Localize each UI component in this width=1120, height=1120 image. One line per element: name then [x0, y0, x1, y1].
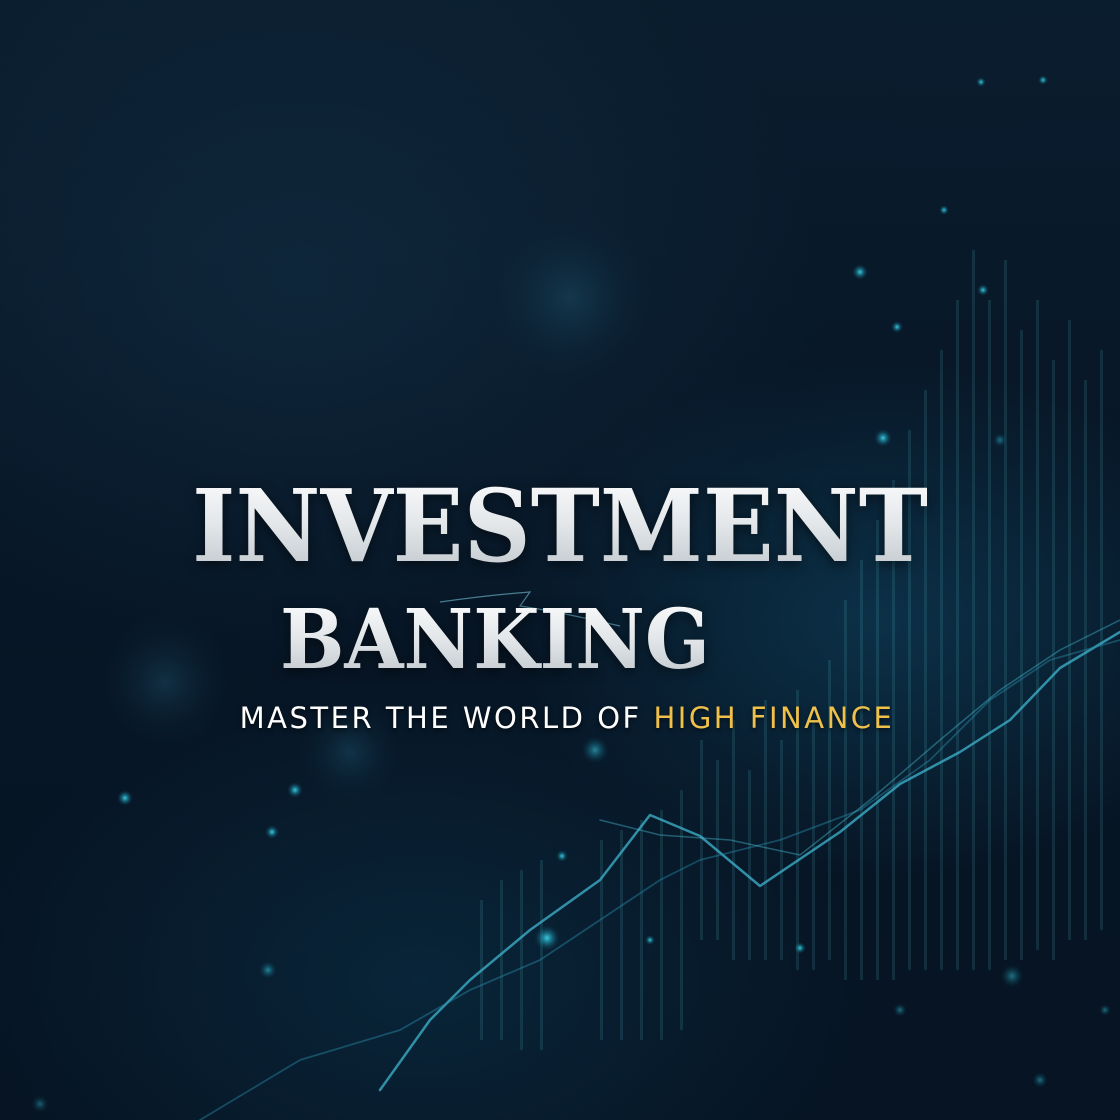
trend-lines: [199, 619, 1120, 1120]
trend-line-main: [378, 630, 1120, 1092]
glow-dots: [31, 75, 1111, 1113]
soft-glow-blob: [486, 214, 654, 382]
tagline-lead: MASTER THE WORLD OF: [239, 701, 654, 735]
tagline: MASTER THE WORLD OF HIGH FINANCE: [7, 700, 1120, 736]
spark-line: [439, 591, 621, 627]
soft-glow-blob: [298, 700, 402, 804]
headline-line-1: INVESTMENT: [39, 466, 1081, 586]
tagline-highlight: HIGH FINANCE: [653, 701, 895, 735]
trend-line-secondary: [199, 639, 1120, 1120]
soft-glow-blob: [95, 612, 235, 752]
headline-line-2: BANKING: [0, 592, 1016, 688]
trend-line-upper: [599, 619, 1120, 856]
